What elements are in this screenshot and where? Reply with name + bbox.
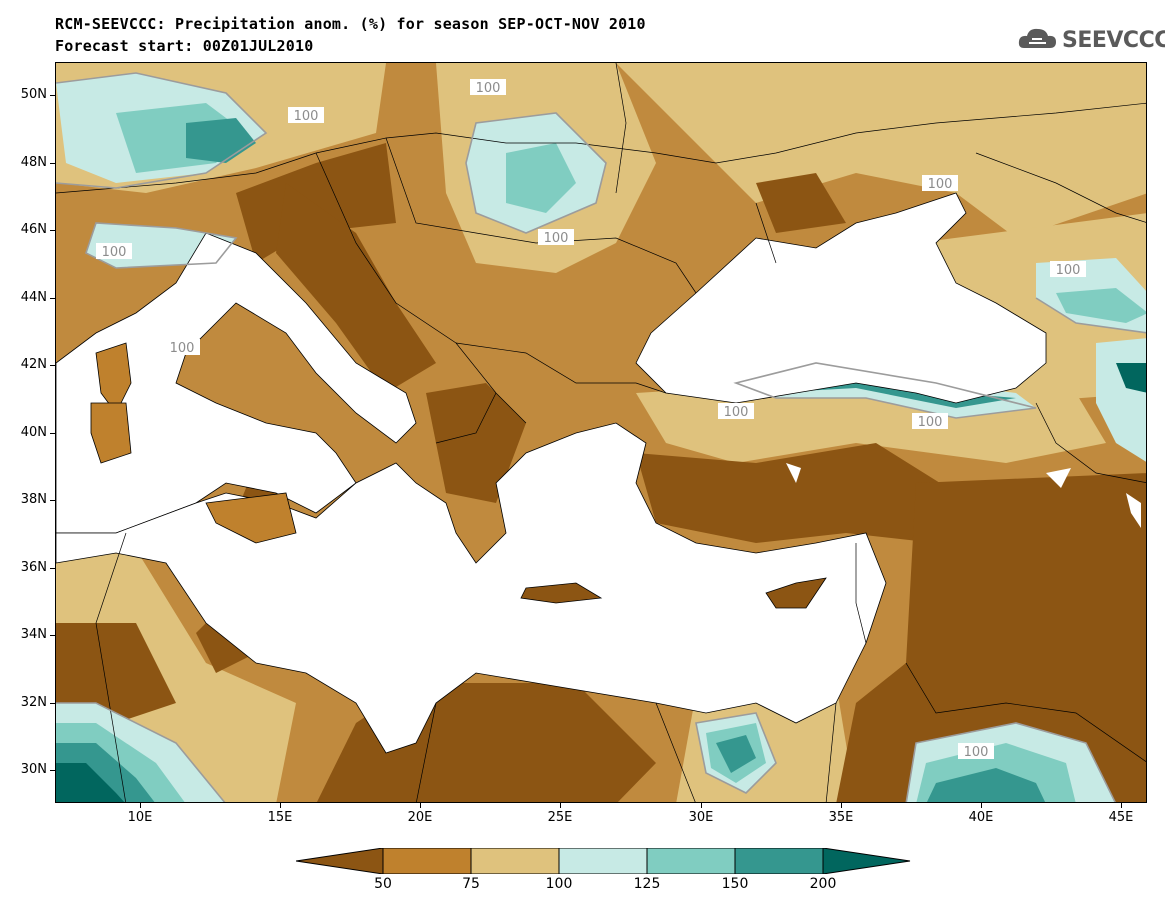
- logo-text: SEEVCCC: [1062, 28, 1165, 53]
- colorbar-label: 150: [721, 876, 749, 892]
- lat-label: 36N: [20, 560, 47, 575]
- contour-label: 100: [170, 341, 195, 356]
- lon-label: 45E: [1108, 810, 1134, 825]
- lat-tick: [50, 365, 56, 366]
- lon-label: 25E: [547, 810, 573, 825]
- colorbar-label: 50: [374, 876, 392, 892]
- colorbar-label: 125: [633, 876, 661, 892]
- lon-label: 35E: [828, 810, 854, 825]
- colorbar: [296, 848, 911, 874]
- contour-label: 100: [1056, 263, 1081, 278]
- lon-tick: [981, 802, 982, 808]
- map-title: RCM-SEEVCCC: Precipitation anom. (%) for…: [55, 15, 646, 33]
- contour-label: 100: [102, 245, 127, 260]
- lon-tick: [280, 802, 281, 808]
- contour-label-group: 100 100 100 100 100 100 100 100 100 100: [96, 79, 1086, 760]
- colorbar-label: 75: [462, 876, 480, 892]
- contour-label: 100: [928, 177, 953, 192]
- lat-label: 34N: [20, 627, 47, 642]
- lon-tick: [420, 802, 421, 808]
- lon-tick: [701, 802, 702, 808]
- lon-label: 40E: [968, 810, 994, 825]
- lon-label: 20E: [407, 810, 433, 825]
- lon-tick: [1121, 802, 1122, 808]
- lon-label: 30E: [688, 810, 714, 825]
- lat-label: 38N: [20, 492, 47, 507]
- forecast-start-label: Forecast start: 00Z01JUL2010: [55, 37, 314, 55]
- lat-label: 48N: [20, 155, 47, 170]
- lat-tick: [50, 433, 56, 434]
- lat-label: 44N: [20, 290, 47, 305]
- lon-tick: [841, 802, 842, 808]
- lat-tick: [50, 568, 56, 569]
- lat-tick: [50, 163, 56, 164]
- colorbar-label: 200: [809, 876, 837, 892]
- lat-tick: [50, 635, 56, 636]
- lon-label: 10E: [127, 810, 153, 825]
- lat-tick: [50, 95, 56, 96]
- lat-tick: [50, 703, 56, 704]
- contour-label: 100: [964, 745, 989, 760]
- lat-label: 42N: [20, 357, 47, 372]
- lat-tick: [50, 770, 56, 771]
- contour-label: 100: [294, 109, 319, 124]
- colorbar-label: 100: [545, 876, 573, 892]
- contour-label: 100: [724, 405, 749, 420]
- lat-label: 40N: [20, 425, 47, 440]
- precipitation-anomaly-map: 100 100 100 100 100 100 100 100 100 100: [55, 62, 1147, 803]
- cloud-icon: [1018, 28, 1056, 48]
- lat-label: 30N: [20, 762, 47, 777]
- lat-tick: [50, 500, 56, 501]
- lat-tick: [50, 298, 56, 299]
- lat-label: 46N: [20, 222, 47, 237]
- lon-label: 15E: [267, 810, 293, 825]
- lat-tick: [50, 230, 56, 231]
- map-canvas: 100 100 100 100 100 100 100 100 100 100: [56, 63, 1146, 802]
- contour-label: 100: [918, 415, 943, 430]
- lat-label: 32N: [20, 695, 47, 710]
- contour-label: 100: [544, 231, 569, 246]
- contour-label: 100: [476, 81, 501, 96]
- lat-label: 50N: [20, 87, 47, 102]
- lon-tick: [140, 802, 141, 808]
- lon-tick: [560, 802, 561, 808]
